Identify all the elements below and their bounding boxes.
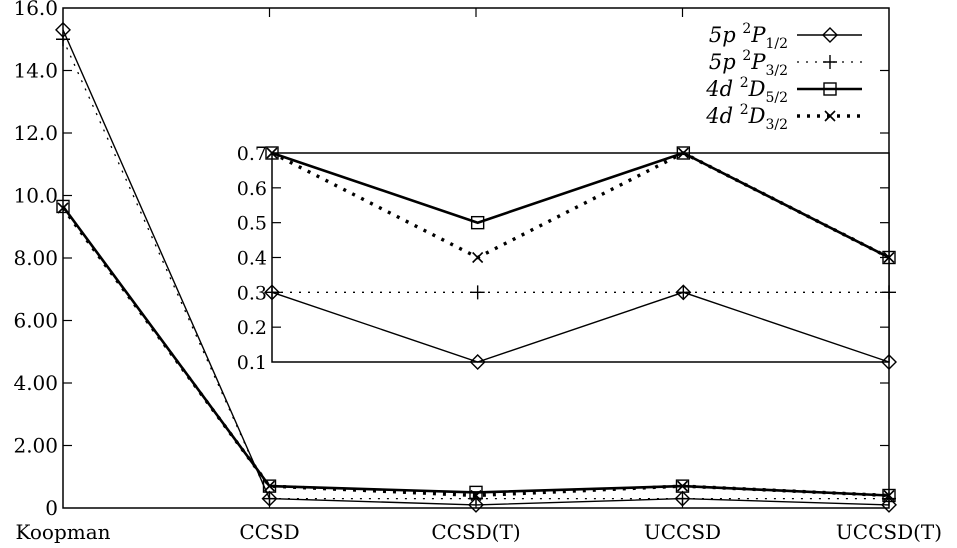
main-y-tick-label: 0 <box>45 496 58 520</box>
main-point-s4 <box>470 489 482 502</box>
inset-point-s3 <box>470 215 485 230</box>
main-x-tick-label: UCCSD <box>644 520 721 544</box>
legend-label-2: 5p 2P3/2 <box>709 48 788 79</box>
legend-superscript: 2 <box>740 102 749 118</box>
legend-prefix: 4d <box>705 104 739 128</box>
inset-point-s3 <box>265 146 279 160</box>
inset-point-s4 <box>677 147 689 159</box>
legend-term: P <box>750 50 766 74</box>
main-y-tick-label: 4.00 <box>13 371 58 395</box>
legend-superscript: 2 <box>742 48 751 64</box>
inset-point-s1 <box>469 354 486 370</box>
legend-subscript: 1/2 <box>765 36 788 52</box>
legend-term: P <box>750 23 766 47</box>
inset-series-lines <box>271 151 890 363</box>
inset-axis-ticks: 0.1 0.2 0.3 0.4 0.5 0.6 0.7 <box>237 143 889 374</box>
main-y-tick-label: 16.0 <box>13 0 58 20</box>
main-point-s3 <box>262 479 277 493</box>
main-y-tick-label: 10.0 <box>13 184 58 208</box>
main-y-tick-label: 2.00 <box>13 434 58 458</box>
inset-point-s1 <box>881 354 897 370</box>
inset-y-tick-label: 0.6 <box>237 178 267 200</box>
main-y-tick-label: 14.0 <box>13 59 58 83</box>
inset-y-tick-label: 0.5 <box>237 213 267 235</box>
inset-y-tick-label: 0.7 <box>237 143 267 165</box>
main-point-s2 <box>56 32 70 47</box>
legend-marker-2 <box>823 55 837 69</box>
legend-term: D <box>748 77 766 101</box>
legend-marker-1 <box>822 27 838 43</box>
main-point-s4 <box>676 480 689 492</box>
inset-point-s2 <box>470 285 485 300</box>
main-point-s1 <box>881 496 897 513</box>
legend-superscript: 2 <box>740 75 749 91</box>
main-point-s1 <box>468 496 484 513</box>
main-y-tick-label: 12.0 <box>13 121 58 145</box>
inset-point-s2 <box>882 285 896 300</box>
legend-subscript: 3/2 <box>765 117 788 133</box>
legend-label-1: 5p 2P1/2 <box>709 21 788 52</box>
main-point-s2 <box>882 491 896 506</box>
inset-point-s2 <box>265 285 279 300</box>
main-point-s2 <box>262 491 277 506</box>
main-point-s4 <box>57 202 69 214</box>
main-y-tick-label: 8.00 <box>13 246 58 270</box>
main-point-s3 <box>56 199 70 214</box>
inset-point-s3 <box>882 250 896 265</box>
legend-subscript: 5/2 <box>765 90 788 106</box>
inset-series-markers <box>264 146 897 370</box>
inset-point-s4 <box>883 251 895 264</box>
main-point-s3 <box>882 488 896 503</box>
main-series-line-4 <box>61 206 890 498</box>
inset-series-line-1 <box>271 291 890 363</box>
legend-prefix: 5p <box>709 50 742 74</box>
main-axis-ticks: 0 2.00 4.00 6.00 8.00 10.0 12.0 14.0 16.0 Koopman… <box>13 0 942 544</box>
main-point-s4 <box>263 480 276 492</box>
legend-superscript: 2 <box>742 21 751 37</box>
inset-y-tick-label: 0.3 <box>237 282 267 304</box>
main-x-tick-label: UCCSD(T) <box>836 520 942 544</box>
legend-label-3: 4d 2D5/2 <box>705 75 788 106</box>
inset-point-s2 <box>676 285 691 300</box>
legend-term: D <box>748 104 766 128</box>
legend-marker-4 <box>824 110 836 122</box>
legend-prefix: 5p <box>709 23 742 47</box>
legend: 5p 2P1/25p 2P3/24d 2D5/24d 2D3/2 <box>705 21 862 133</box>
inset-series-line-3 <box>271 151 890 259</box>
main-point-s4 <box>883 489 895 502</box>
main-x-tick-label: CCSD(T) <box>431 520 520 544</box>
legend-marker-3 <box>823 82 837 96</box>
inset-point-s3 <box>676 146 691 160</box>
main-y-tick-label: 6.00 <box>13 309 58 333</box>
inset-y-tick-label: 0.4 <box>237 248 267 270</box>
inset-point-s4 <box>472 251 484 264</box>
main-point-s3 <box>675 479 690 493</box>
main-x-tick-label: Koopman <box>15 520 110 544</box>
legend-label-4: 4d 2D3/2 <box>705 102 788 133</box>
legend-subscript: 3/2 <box>765 63 788 79</box>
inset-y-tick-label: 0.1 <box>237 352 267 374</box>
main-point-s3 <box>469 485 483 500</box>
inset-point-s4 <box>266 147 278 159</box>
main-point-s2 <box>675 491 690 506</box>
main-series-markers <box>55 21 897 513</box>
main-x-tick-label: CCSD <box>239 520 299 544</box>
legend-prefix: 4d <box>705 77 739 101</box>
inset-y-tick-label: 0.2 <box>237 317 267 339</box>
